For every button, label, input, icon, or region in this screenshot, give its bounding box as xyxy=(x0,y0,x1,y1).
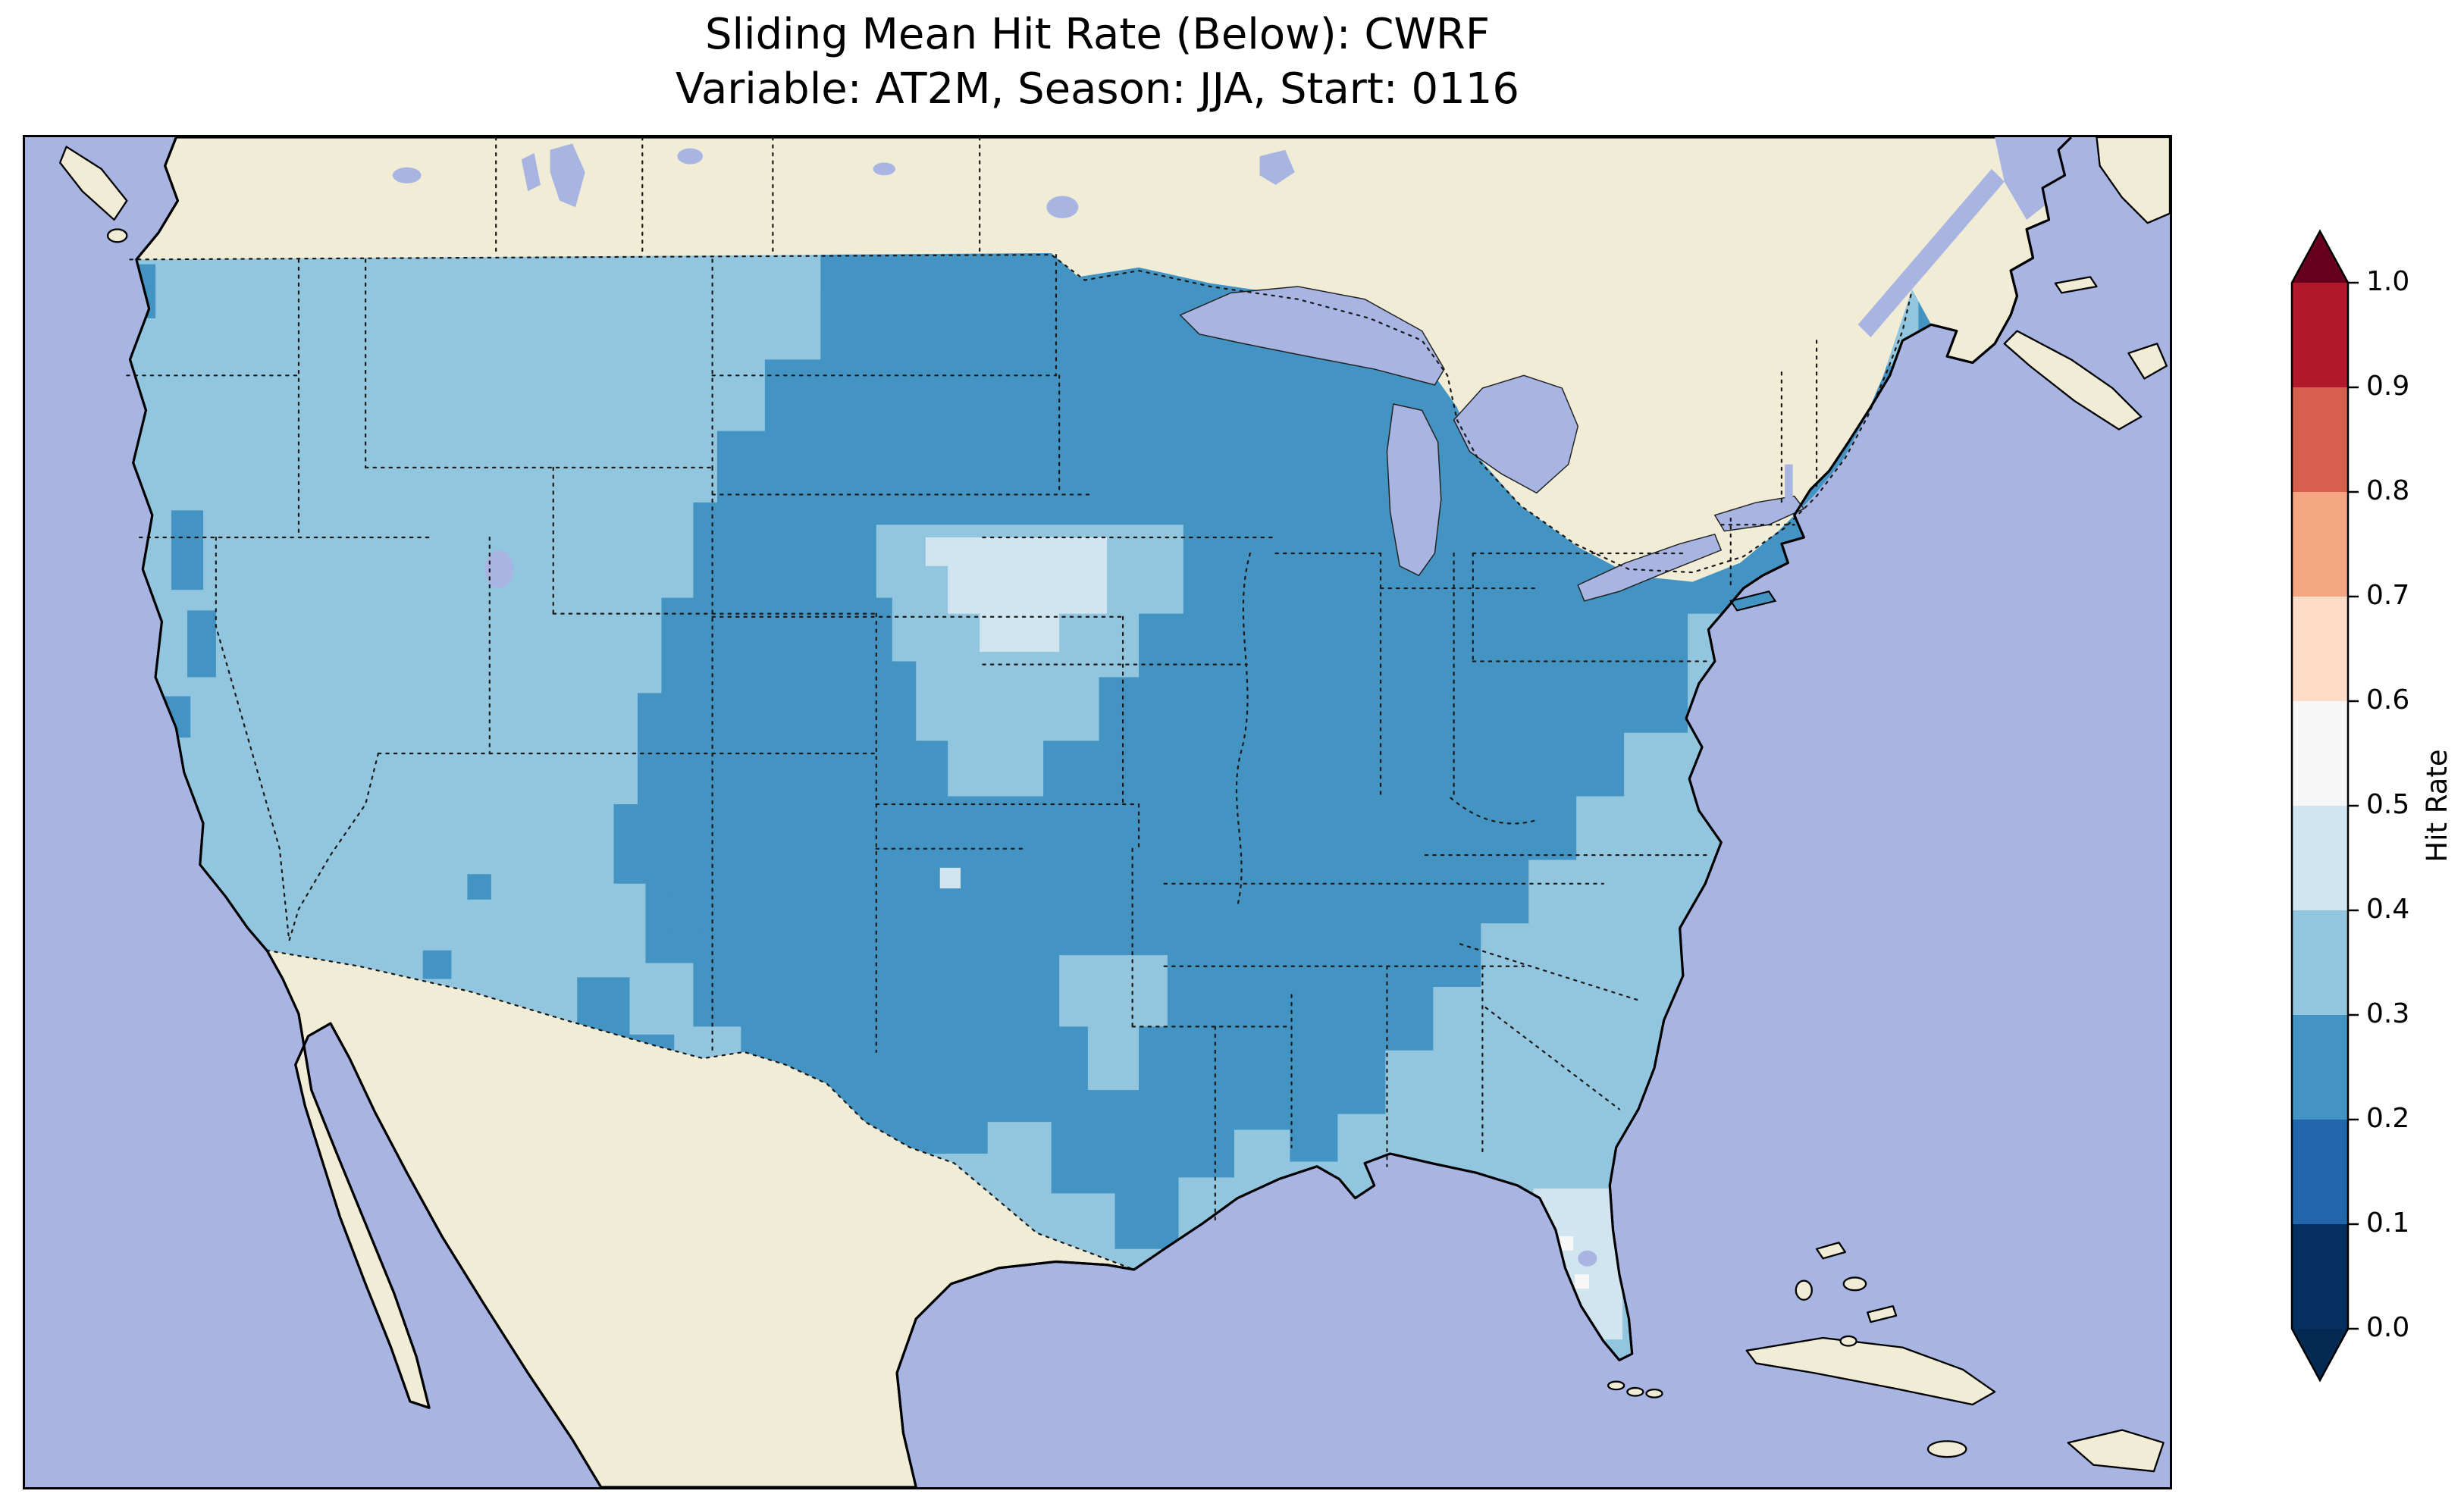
colorbar-segment xyxy=(2292,1015,2348,1120)
east-texas-light-patch xyxy=(1059,955,1168,1091)
bahamas-islet xyxy=(1839,1335,1857,1347)
colorbar-segment xyxy=(2292,701,2348,806)
colorbar-tick-label: 0.6 xyxy=(2366,684,2409,716)
lake-okeechobee xyxy=(1578,1250,1597,1267)
lake-manitoba xyxy=(521,152,541,192)
colorbar-segment xyxy=(2292,1120,2348,1224)
lake-michigan xyxy=(1386,403,1442,577)
south-florida-white-cell xyxy=(1559,1236,1574,1251)
state-line xyxy=(215,536,290,942)
colorbar-extend-under-arrow xyxy=(2292,1329,2348,1380)
lake-superior xyxy=(1179,286,1445,386)
colorbar-axis-label: Hit Rate xyxy=(2421,749,2453,862)
state-borders xyxy=(126,137,1818,1225)
lake-champlain xyxy=(1785,464,1793,506)
colorbar: 1.0 0.9 0.8 0.7 0.6 0.5 0.4 0.3 0.2 0.1 … xyxy=(2271,224,2464,1406)
lake-huron xyxy=(1453,374,1579,494)
hispaniola xyxy=(2067,1429,2165,1473)
colorbar-segment xyxy=(2292,283,2348,387)
lakes xyxy=(392,137,2123,1267)
coastline-outline xyxy=(128,137,2072,1487)
long-island xyxy=(1729,590,1777,612)
conus-hit-rate-map xyxy=(25,137,2170,1487)
colorbar-tick-label: 0.2 xyxy=(2366,1103,2409,1134)
cuba xyxy=(1745,1336,1996,1406)
newfoundland xyxy=(2096,137,2170,224)
islands xyxy=(59,137,2170,1473)
nova-scotia xyxy=(2003,330,2143,431)
lake-winnipeg xyxy=(550,143,585,208)
colorbar-segment xyxy=(2292,597,2348,701)
colorbar-tick-label: 0.5 xyxy=(2366,789,2409,820)
colorbar-segment xyxy=(2292,387,2348,492)
canadian-lake xyxy=(392,167,422,183)
prince-edward-island xyxy=(2054,276,2098,294)
arizona-dark-cell xyxy=(467,874,491,900)
colorbar-segment xyxy=(2292,806,2348,910)
florida-keys-islet xyxy=(1626,1386,1644,1397)
colorbar-svg: 1.0 0.9 0.8 0.7 0.6 0.5 0.4 0.3 0.2 0.1 … xyxy=(2290,229,2453,1383)
map-plot-area xyxy=(23,135,2172,1489)
ohio-river-border xyxy=(1450,797,1538,825)
colorbar-extend-over-arrow xyxy=(2292,231,2348,283)
lake-ontario xyxy=(1713,495,1805,532)
chart-subtitle: Variable: AT2M, Season: JJA, Start: 0116 xyxy=(676,64,1519,114)
country-borders xyxy=(129,253,1914,1271)
great-salt-lake xyxy=(484,550,514,589)
bahamas-islet xyxy=(1815,1242,1847,1260)
colorado-new-mexico-dark-cell xyxy=(667,894,700,933)
us-canada-border xyxy=(129,253,1914,574)
south-florida-white-cell xyxy=(1575,1274,1589,1289)
us-mexico-border xyxy=(265,949,1135,1271)
cape-breton xyxy=(2127,343,2168,380)
chart-title: Sliding Mean Hit Rate (Below): CWRF xyxy=(704,10,1491,59)
colorbar-tick-label: 0.3 xyxy=(2366,998,2409,1029)
sierra-dark-patch xyxy=(187,610,216,678)
colorbar-tick-label: 0.1 xyxy=(2366,1207,2409,1239)
florida-keys-islet xyxy=(1645,1388,1663,1398)
lake-of-the-woods xyxy=(1046,196,1079,218)
colorbar-tick-label: 0.0 xyxy=(2366,1312,2409,1343)
bahamas-islet xyxy=(1867,1305,1898,1323)
vancouver-island xyxy=(59,146,128,221)
pacific-islet xyxy=(106,228,128,243)
colorbar-segment xyxy=(2292,492,2348,597)
colorbar-tick-label: 0.7 xyxy=(2366,580,2409,611)
state-line xyxy=(288,752,380,942)
colorbar-segment xyxy=(2292,1224,2348,1329)
colorbar-tick-label: 0.9 xyxy=(2366,371,2409,402)
state-line xyxy=(1459,943,1643,1002)
canadian-lake xyxy=(677,148,704,164)
st-lawrence-river xyxy=(1857,168,2005,338)
bahamas-islet xyxy=(1842,1276,1867,1292)
florida-keys-islet xyxy=(1607,1380,1625,1391)
sw-arizona-dark-cell xyxy=(422,950,452,979)
central-kansas-light-cell xyxy=(939,867,961,889)
canadian-lake xyxy=(873,162,895,176)
colorbar-tick-label: 0.8 xyxy=(2366,475,2409,506)
sierra-dark-patch xyxy=(171,510,204,590)
bahamas-islet xyxy=(1795,1279,1813,1301)
lake-erie xyxy=(1577,533,1723,602)
lake-nipigon xyxy=(1259,149,1295,185)
jamaica xyxy=(1926,1440,1967,1458)
nebraska-iowa-lightest-core xyxy=(925,537,1108,652)
chart-title-block: Sliding Mean Hit Rate (Below): CWRF Vari… xyxy=(23,8,2172,116)
colorbar-segment xyxy=(2292,910,2348,1015)
colorbar-tick-label: 1.0 xyxy=(2366,266,2409,297)
colorbar-tick-label: 0.4 xyxy=(2366,894,2409,925)
mississippi-river-border xyxy=(1235,552,1252,907)
